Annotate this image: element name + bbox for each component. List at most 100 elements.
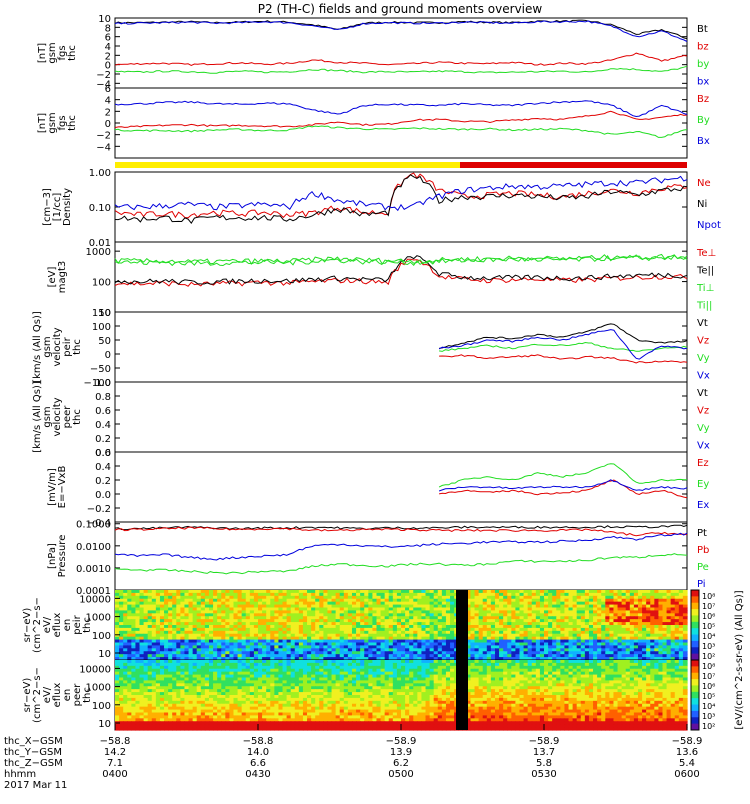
- ylabel-peir_velocity-3: gsm: [42, 336, 53, 357]
- series-line-peir_velocity-1: [439, 355, 687, 363]
- ytick-label-fgs_gsm-4: −2: [96, 131, 111, 142]
- ytick-label-density-1: 0.10: [89, 203, 111, 214]
- ylabel-peir_velocity-4: [km/s (All Qs)]: [32, 311, 43, 383]
- ylabel-peer_velocity-2: velocity: [52, 397, 63, 436]
- legend-efield-0: Ez: [697, 458, 709, 469]
- legend-peer_velocity-1: Vz: [697, 406, 709, 417]
- legend-temperature-1: Te||: [696, 266, 714, 277]
- legend-fgs-3: bx: [697, 77, 709, 88]
- ytick-label-pressure-0: 0.1000: [76, 520, 111, 531]
- ylabel-peer_spec-3: eflux: [52, 683, 63, 708]
- ylabel-peer_velocity-0: thc: [72, 409, 83, 425]
- series-line-fgs-1: [115, 53, 687, 65]
- series-line-efield-1: [439, 464, 687, 487]
- ylabel-peer_spec-6: sr−eV): [22, 678, 33, 713]
- legend-peer_velocity-2: Vy: [697, 423, 710, 434]
- legend-efield-2: Ex: [697, 500, 709, 511]
- panel-frame-fgs: [115, 18, 687, 88]
- ytick-label-peir_velocity-1: 100: [92, 322, 111, 333]
- plot-title: P2 (TH-C) fields and ground moments over…: [258, 2, 543, 16]
- ylabel-peer_spec-1: peer: [72, 683, 83, 707]
- panel-frame-pressure: [115, 522, 687, 590]
- ylabel-peer_spec-5: (cm^2−s−: [32, 667, 43, 723]
- legend-fgs-1: bz: [697, 42, 709, 53]
- ylabel-pressure-0: Pressure: [57, 535, 68, 578]
- ytick-label-peer_velocity-2: 0.6: [95, 406, 111, 417]
- ytick-label-efield-0: 0.6: [95, 448, 111, 459]
- ylabel-peir_spec-5: (cm^2−s−: [32, 597, 43, 653]
- ytick-label-pressure-1: 0.0100: [76, 542, 111, 553]
- series-line-pressure-3: [115, 533, 687, 560]
- series-line-peir_velocity-3: [439, 330, 687, 360]
- series-line-pressure-2: [115, 554, 687, 574]
- ytick-label-peer_velocity-0: 1.0: [95, 378, 111, 389]
- legend-peer_velocity-0: Vt: [697, 388, 708, 399]
- colorbar-step-peir_spec-5: [691, 622, 699, 629]
- ytick-label-peir_spec-1: 1000: [86, 613, 111, 624]
- ylabel-efield-1: [mV/m]: [47, 468, 58, 506]
- colorbar-step-peir_spec-3: [691, 609, 699, 616]
- legend-fgs_gsm-1: By: [697, 115, 710, 126]
- colorbar-step-peir_spec-8: [691, 641, 699, 648]
- ytick-label-peir_spec-2: 100: [92, 631, 111, 642]
- panel-frame-peer_velocity: [115, 382, 687, 452]
- heat-gap-peir_spec: [456, 590, 468, 660]
- colorbar-step-peir_spec-9: [691, 647, 699, 654]
- colorbar-tick-peir_spec-2: 10⁶: [702, 612, 715, 621]
- ylabel-peir_spec-2: en: [62, 619, 73, 632]
- ylabel-peir_velocity-1: peir: [62, 336, 73, 356]
- legend-fgs-2: by: [697, 59, 709, 70]
- ytick-label-fgs_gsm-3: 0: [105, 119, 111, 130]
- legend-temperature-2: Ti⊥: [696, 283, 714, 294]
- ylabel-peir_velocity-0: thc: [72, 339, 83, 355]
- ylabel-peir_spec-3: eflux: [52, 613, 63, 638]
- legend-peir_velocity-2: Vy: [697, 353, 710, 364]
- ylabel-temperature-1: [eV]: [47, 267, 58, 288]
- ytick-label-efield-4: −0.2: [87, 504, 111, 515]
- legend-peir_velocity-0: Vt: [697, 318, 708, 329]
- ytick-label-peir_velocity-0: 150: [92, 308, 111, 319]
- ylabel-fgs_gsm-0: thc: [67, 115, 78, 131]
- ytick-label-fgs_gsm-1: 4: [105, 96, 111, 107]
- mode-bar-fast: [460, 162, 687, 168]
- colorbar-tick-peir_spec-1: 10⁷: [702, 602, 715, 611]
- ytick-label-fgs_gsm-0: 6: [105, 84, 111, 95]
- ylabel-density-2: [cm−3]: [42, 188, 53, 226]
- ytick-label-fgs_gsm-5: −4: [96, 142, 111, 153]
- colorbar-tick-peir_spec-3: 10⁵: [702, 622, 715, 631]
- colorbar-step-peir_spec-7: [691, 635, 699, 642]
- colorbar-tick-peir_spec-5: 10³: [702, 642, 715, 651]
- colorbar-step-peir_spec-0: [691, 590, 699, 597]
- colorbar-step-peir_spec-10: [691, 654, 699, 661]
- ylabel-peir_spec-1: peir: [72, 614, 83, 634]
- ylabel-fgs_gsm-2: gsm: [47, 112, 58, 133]
- ylabel-peir_spec-4: eV/: [42, 616, 53, 633]
- panel-frame-temperature: [115, 242, 687, 312]
- ytick-label-efield-2: 0.2: [95, 476, 111, 487]
- ytick-label-efield-3: 0.0: [95, 490, 111, 501]
- panel-frame-efield: [115, 452, 687, 522]
- ytick-label-peir_spec-3: 10: [98, 649, 111, 660]
- series-line-efield-2: [439, 480, 687, 491]
- ylabel-peer_velocity-3: gsm: [42, 406, 53, 427]
- legend-peer_velocity-3: Vx: [697, 441, 710, 452]
- legend-density-2: Npot: [697, 220, 721, 231]
- ytick-label-pressure-2: 0.0010: [76, 564, 111, 575]
- ylabel-density-1: [1/cc]: [52, 193, 63, 222]
- ytick-label-peir_velocity-3: 0: [105, 350, 111, 361]
- ylabel-density-0: Density: [62, 188, 73, 226]
- ytick-label-density-0: 1.00: [89, 168, 111, 179]
- legend-density-1: Ni: [697, 199, 707, 210]
- ylabel-peer_velocity-1: peer: [62, 405, 73, 429]
- series-line-peir_velocity-2: [439, 343, 687, 352]
- legend-pressure-3: Pi: [697, 579, 706, 590]
- ylabel-fgs-1: fgs: [57, 45, 68, 60]
- ytick-label-peer_velocity-1: 0.8: [95, 392, 111, 403]
- ylabel-peer_velocity-4: [km/s (All Qs)]: [32, 381, 43, 453]
- ytick-label-peer_velocity-3: 0.4: [95, 420, 111, 431]
- legend-fgs-0: Bt: [697, 24, 708, 35]
- colorbar-step-peir_spec-6: [691, 628, 699, 635]
- legend-efield-1: Ey: [697, 479, 709, 490]
